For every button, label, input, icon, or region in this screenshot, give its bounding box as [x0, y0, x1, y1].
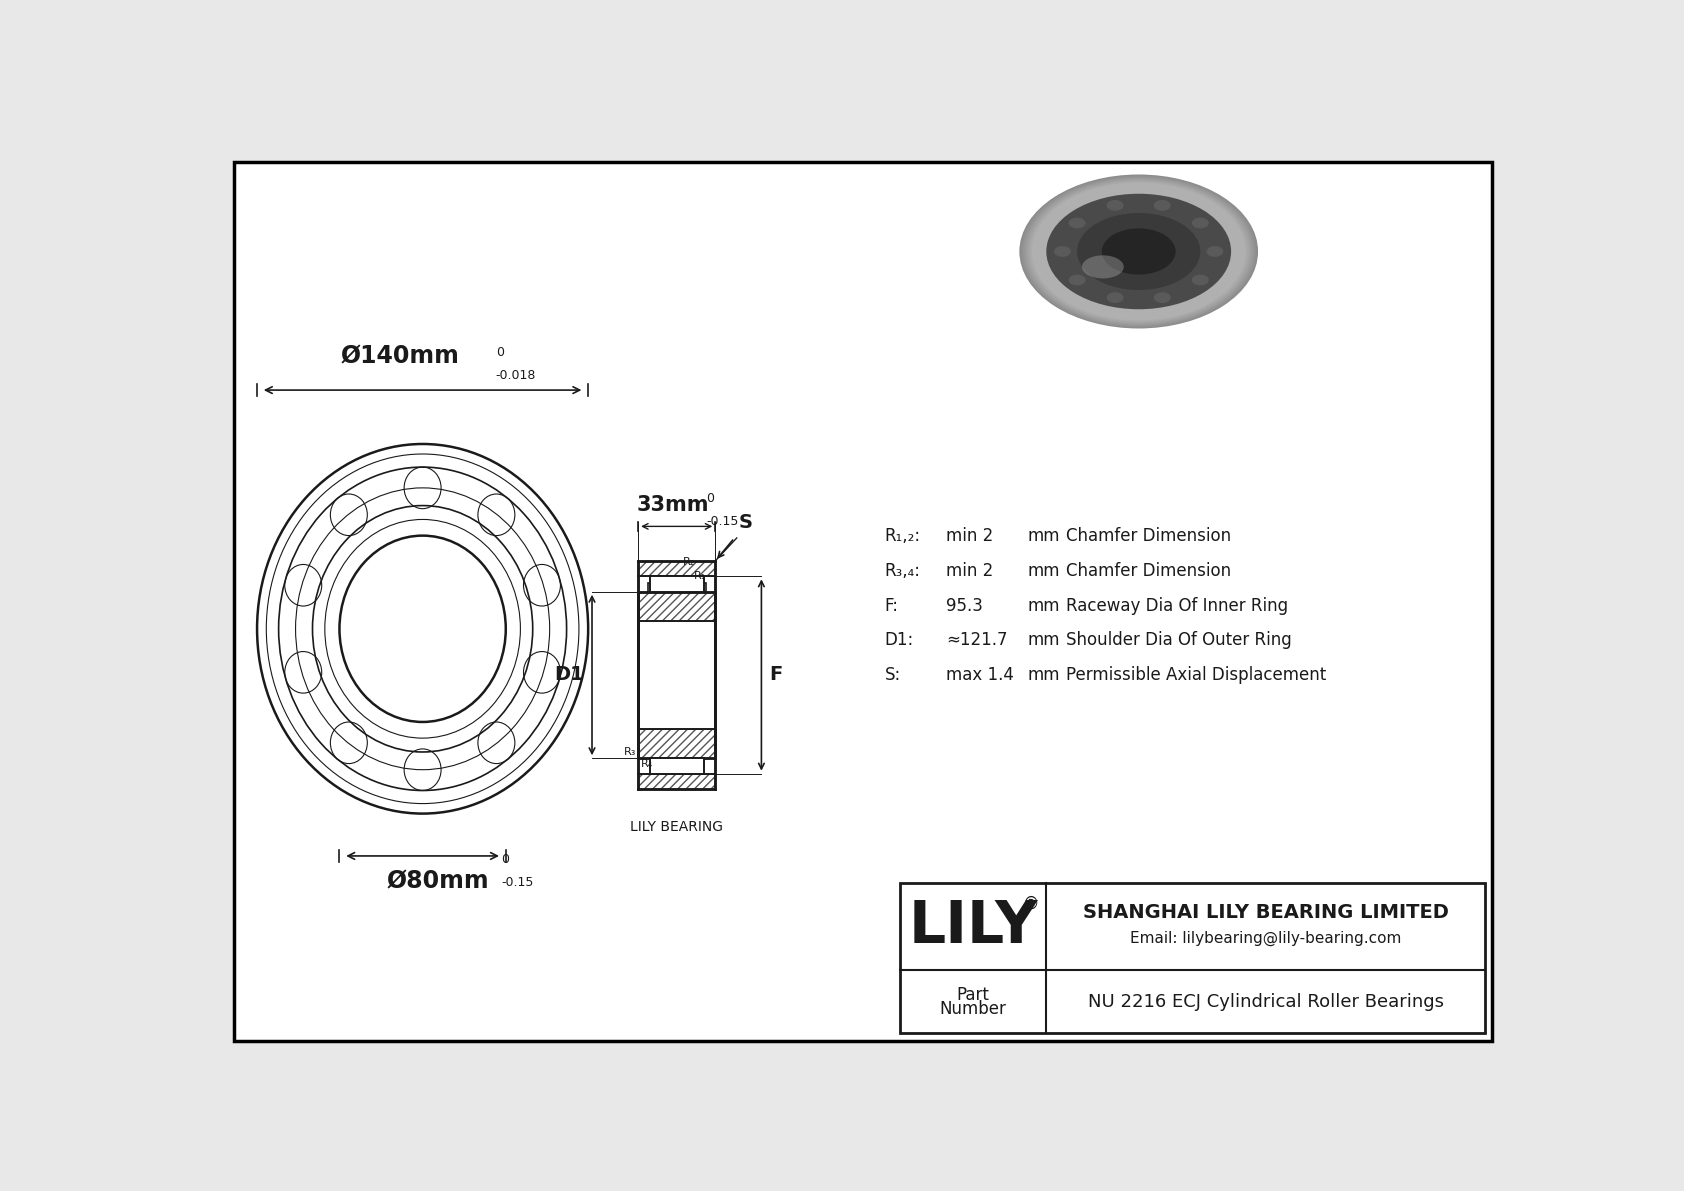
Text: R₁,₂:: R₁,₂: — [884, 528, 921, 545]
Text: Shoulder Dia Of Outer Ring: Shoulder Dia Of Outer Ring — [1066, 631, 1292, 649]
Text: S: S — [738, 513, 753, 531]
Text: 95.3: 95.3 — [946, 597, 983, 615]
Text: S:: S: — [884, 666, 901, 684]
Text: 0: 0 — [495, 347, 504, 360]
Ellipse shape — [1069, 275, 1086, 286]
Text: min 2: min 2 — [946, 528, 994, 545]
Bar — [638, 592, 716, 621]
Bar — [899, 883, 1485, 1033]
Text: mm: mm — [1027, 631, 1059, 649]
Bar — [638, 729, 716, 759]
Bar — [638, 773, 716, 788]
Ellipse shape — [1029, 180, 1250, 323]
Text: Ø80mm: Ø80mm — [387, 869, 490, 893]
Text: R₂: R₂ — [684, 557, 695, 567]
Ellipse shape — [1022, 176, 1255, 326]
Ellipse shape — [1027, 179, 1251, 324]
Bar — [638, 561, 716, 576]
Ellipse shape — [1031, 181, 1248, 322]
Ellipse shape — [1206, 247, 1223, 257]
Text: max 1.4: max 1.4 — [946, 666, 1014, 684]
Ellipse shape — [1021, 175, 1256, 328]
Text: R₄: R₄ — [642, 760, 653, 769]
Bar — [648, 582, 706, 617]
Text: Chamfer Dimension: Chamfer Dimension — [1066, 528, 1231, 545]
Text: SHANGHAI LILY BEARING LIMITED: SHANGHAI LILY BEARING LIMITED — [1083, 903, 1448, 922]
Text: mm: mm — [1027, 597, 1059, 615]
Ellipse shape — [1101, 229, 1175, 275]
Ellipse shape — [1069, 218, 1086, 229]
Bar — [650, 759, 704, 773]
Ellipse shape — [1106, 200, 1123, 211]
Text: 0: 0 — [706, 492, 714, 505]
Text: Part: Part — [957, 986, 990, 1004]
Text: ≈121.7: ≈121.7 — [946, 631, 1007, 649]
Text: mm: mm — [1027, 528, 1059, 545]
Text: Ø140mm: Ø140mm — [340, 344, 460, 368]
Text: D1: D1 — [554, 666, 584, 685]
Bar — [650, 576, 704, 592]
Text: NU 2216 ECJ Cylindrical Roller Bearings: NU 2216 ECJ Cylindrical Roller Bearings — [1088, 992, 1443, 1010]
Text: 33mm: 33mm — [637, 494, 709, 515]
Text: LILY: LILY — [908, 898, 1037, 955]
Ellipse shape — [1054, 247, 1071, 257]
Text: -0.15: -0.15 — [706, 515, 738, 528]
Text: Email: lilybearing@lily-bearing.com: Email: lilybearing@lily-bearing.com — [1130, 930, 1401, 946]
Ellipse shape — [1083, 255, 1123, 279]
Text: mm: mm — [1027, 562, 1059, 580]
Text: 0: 0 — [502, 853, 509, 866]
Text: ®: ® — [1022, 894, 1039, 912]
Text: mm: mm — [1027, 666, 1059, 684]
Text: LILY BEARING: LILY BEARING — [630, 819, 722, 834]
Text: D1:: D1: — [884, 631, 914, 649]
Ellipse shape — [1026, 177, 1253, 325]
Ellipse shape — [1192, 218, 1209, 229]
Ellipse shape — [1192, 275, 1209, 286]
Text: R₃,₄:: R₃,₄: — [884, 562, 921, 580]
Text: -0.018: -0.018 — [495, 368, 536, 381]
Text: Raceway Dia Of Inner Ring: Raceway Dia Of Inner Ring — [1066, 597, 1288, 615]
Bar — [650, 576, 704, 592]
Text: R₃: R₃ — [625, 747, 637, 757]
Text: F:: F: — [884, 597, 899, 615]
Text: F: F — [770, 666, 783, 685]
Ellipse shape — [1019, 175, 1258, 329]
Ellipse shape — [1032, 182, 1246, 320]
Ellipse shape — [1106, 292, 1123, 303]
Bar — [650, 759, 704, 773]
Text: Permissible Axial Displacement: Permissible Axial Displacement — [1066, 666, 1325, 684]
Ellipse shape — [1154, 200, 1170, 211]
Ellipse shape — [1078, 213, 1201, 289]
Text: Chamfer Dimension: Chamfer Dimension — [1066, 562, 1231, 580]
Text: R₁: R₁ — [694, 572, 706, 581]
Text: Number: Number — [940, 1000, 1007, 1018]
Ellipse shape — [1154, 292, 1170, 303]
Text: -0.15: -0.15 — [502, 875, 534, 888]
Text: min 2: min 2 — [946, 562, 994, 580]
Ellipse shape — [1046, 194, 1231, 310]
